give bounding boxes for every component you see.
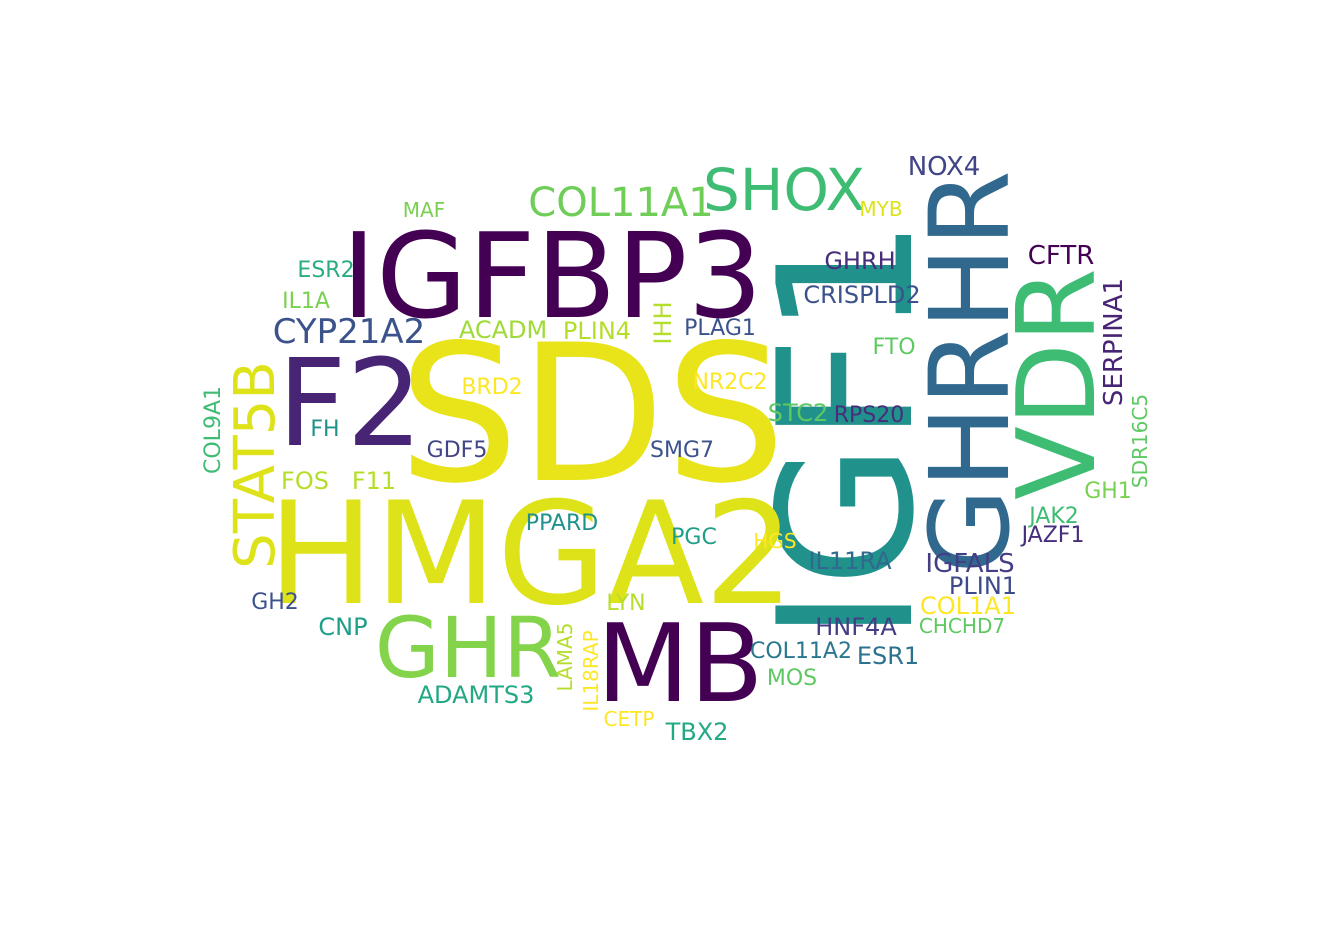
word-mos: MOS: [766, 666, 818, 691]
word-esr2: ESR2: [297, 258, 355, 283]
word-pgc: PGC: [671, 525, 717, 550]
word-adamts3: ADAMTS3: [417, 681, 535, 709]
word-serpina1: SERPINA1: [1099, 277, 1129, 407]
word-gdf5: GDF5: [426, 438, 488, 463]
word-f2: F2: [277, 335, 423, 474]
word-ghrh: GHRH: [824, 247, 896, 275]
word-ppard: PPARD: [525, 511, 599, 536]
word-esr1: ESR1: [856, 642, 920, 670]
word-hmga2: HMGA2: [267, 472, 795, 637]
word-vdr: VDR: [995, 267, 1120, 501]
word-rps20: RPS20: [833, 403, 905, 428]
word-crispld2: CRISPLD2: [803, 281, 921, 309]
word-plag1: PLAG1: [684, 316, 756, 341]
word-ghr: GHR: [374, 599, 562, 697]
word-col11a1: COL11A1: [528, 180, 714, 226]
word-plin4: PLIN4: [562, 317, 632, 345]
word-acadm: ACADM: [458, 316, 548, 344]
word-cnp: CNP: [318, 613, 368, 641]
word-nr2c2: NR2C2: [692, 370, 768, 395]
word-gh2: GH2: [251, 590, 299, 615]
word-nox4: NOX4: [907, 152, 981, 182]
word-ihh: IHH: [649, 301, 677, 345]
word-il18rap: IL18RAP: [579, 630, 603, 712]
word-jak2: JAK2: [1029, 504, 1079, 529]
word-fos: FOS: [281, 467, 329, 495]
word-stat5b: STAT5B: [223, 361, 288, 569]
word-mb: MB: [596, 602, 764, 727]
word-sdr16c5: SDR16C5: [1128, 393, 1152, 489]
word-myb: MYB: [859, 197, 903, 221]
word-jazf1: JAZF1: [1021, 523, 1085, 548]
word-brd2: BRD2: [461, 375, 523, 400]
word-shox: SHOX: [702, 156, 866, 224]
word-col9a1: COL9A1: [201, 386, 226, 474]
word-chchd7: CHCHD7: [918, 614, 1006, 638]
word-hgs: HGS: [753, 529, 797, 553]
word-cetp: CETP: [603, 707, 655, 731]
word-cyp21a2: CYP21A2: [272, 312, 426, 352]
word-sds: SDS: [398, 304, 786, 525]
word-cftr: CFTR: [1027, 241, 1095, 271]
word-col1a1: COL1A1: [920, 592, 1016, 620]
word-lyn: LYN: [606, 591, 646, 616]
word-col11a2: COL11A2: [750, 639, 852, 664]
word-fto: FTO: [872, 335, 916, 360]
word-il11ra: IL11RA: [808, 547, 892, 575]
word-smg7: SMG7: [650, 438, 714, 463]
word-igfals: IGFALS: [925, 549, 1015, 579]
word-lama5: LAMA5: [553, 622, 577, 692]
word-stc2: STC2: [767, 399, 829, 427]
word-plin1: PLIN1: [948, 572, 1018, 600]
word-f11: F11: [351, 467, 397, 495]
word-maf: MAF: [402, 198, 446, 222]
word-igfbp3: IGFBP3: [341, 207, 763, 345]
word-tbx2: TBX2: [665, 718, 729, 746]
word-gh1: GH1: [1084, 479, 1132, 504]
word-fh: FH: [310, 417, 340, 442]
word-il1a: IL1A: [282, 289, 330, 314]
word-hnf4a: HNF4A: [815, 613, 897, 641]
